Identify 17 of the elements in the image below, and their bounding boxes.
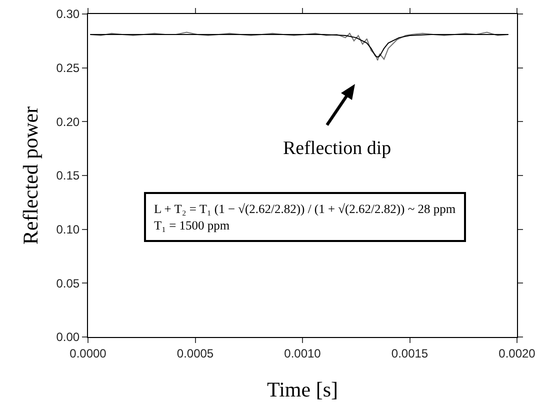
- x-tick-label: 0.0010: [284, 346, 322, 360]
- annotation: T₁ = 1500 ppm: [154, 218, 230, 232]
- y-tick-label: 0.10: [56, 222, 80, 237]
- x-tick-label: 0.0005: [176, 346, 214, 360]
- x-tick-label: 0.0000: [70, 346, 107, 360]
- y-tick-label: 0.15: [56, 168, 80, 183]
- y-tick-label: 0.25: [56, 61, 80, 76]
- annotation: L + T₂ = T₁ (1 − √(2.62/2.82)) / (1 + √(2.62/2.82)) ~ 28 ppm: [154, 202, 456, 216]
- annotation: Reflection dip: [283, 138, 392, 159]
- y-tick-label: 0.30: [56, 7, 80, 22]
- x-tick-label: 0.0015: [391, 346, 428, 360]
- y-tick-label: 0.00: [56, 330, 80, 344]
- x-tick-label: 0.0020: [498, 346, 536, 360]
- y-tick-label: 0.05: [56, 276, 80, 290]
- x-axis-title: Time [s]: [267, 378, 338, 402]
- y-axis-title: Reflected power: [18, 106, 42, 245]
- y-tick-label: 0.20: [56, 114, 80, 129]
